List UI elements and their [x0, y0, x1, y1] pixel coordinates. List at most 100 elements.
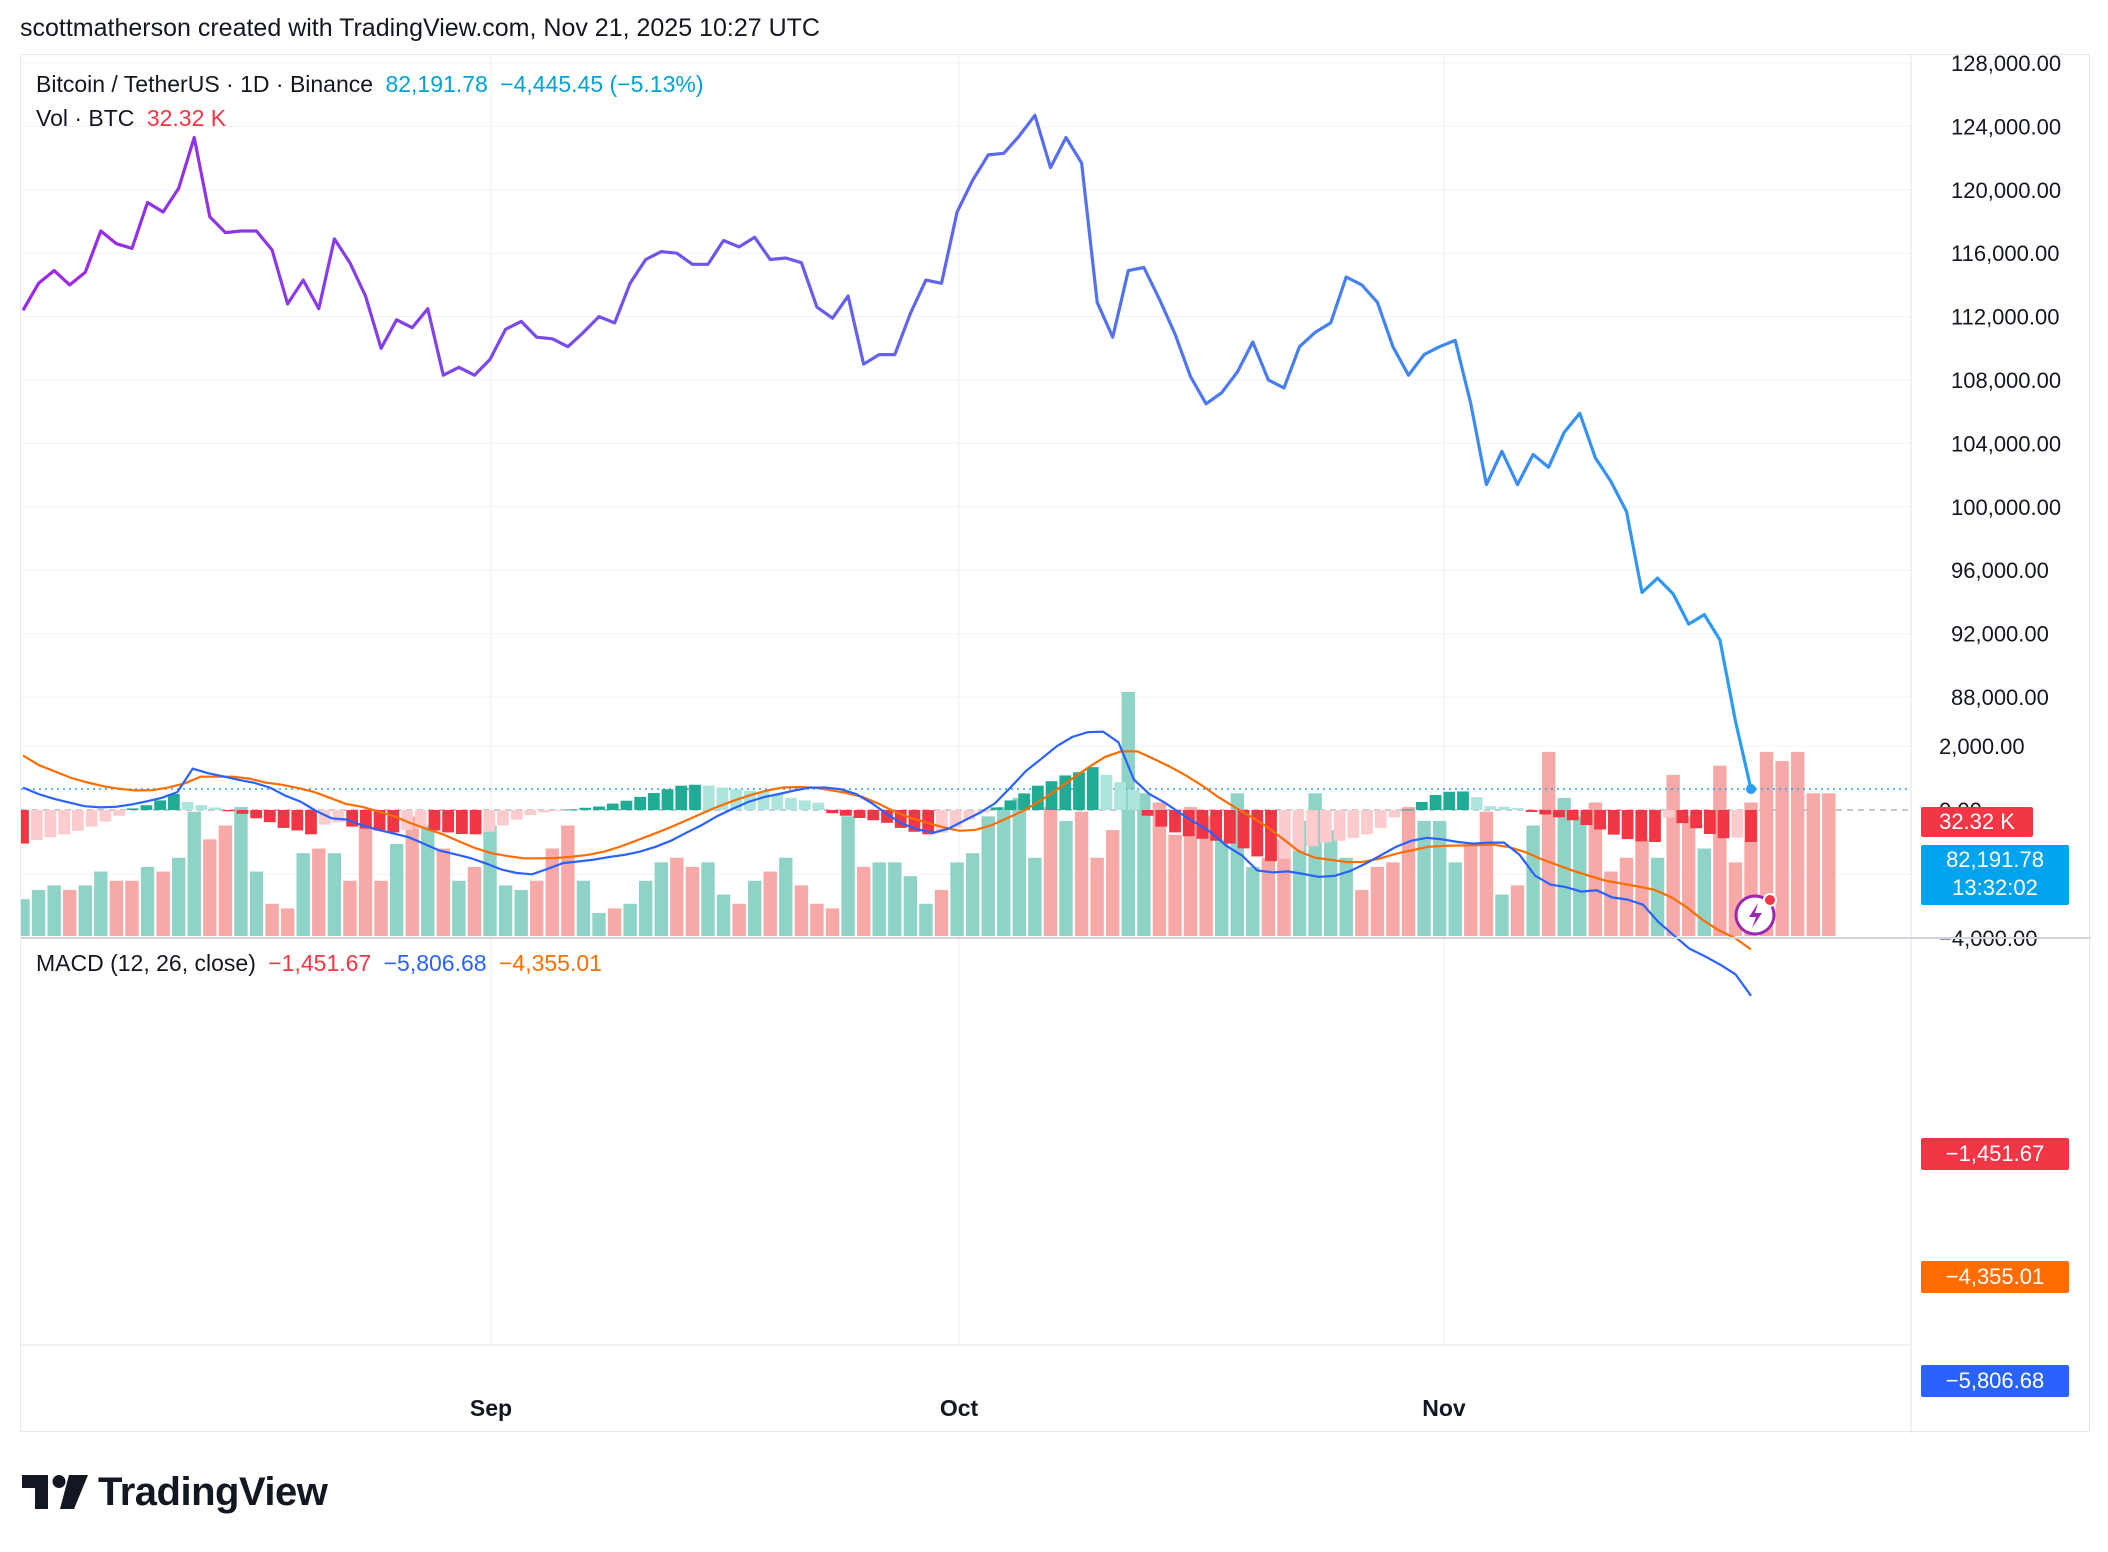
- macd-histogram-bar: [1635, 810, 1648, 842]
- chart-canvas[interactable]: 128,000.00 124,000.00 120,000.00 116,000.00…: [21, 55, 2091, 1433]
- volume-bar: [1479, 811, 1494, 936]
- volume-bar: [576, 880, 591, 936]
- macd-line-tag: −5,806.68: [1921, 1365, 2069, 1397]
- macd-histogram-bar: [1182, 810, 1195, 837]
- volume-bar: [31, 889, 46, 936]
- macd-histogram-bar: [1498, 806, 1511, 810]
- macd-histogram-bar: [1031, 785, 1044, 810]
- volume-price-tag: 32.32 K: [1921, 807, 2033, 837]
- macd-histogram-bar: [1196, 810, 1209, 839]
- macd-histogram-bar: [853, 810, 866, 818]
- macd-histogram-bar: [538, 810, 551, 813]
- volume-bar: [856, 866, 871, 936]
- macd-histogram-bar: [1388, 810, 1401, 818]
- volume-bar: [1386, 862, 1400, 936]
- macd-histogram-bar: [1361, 810, 1373, 835]
- volume-bar: [1759, 751, 1774, 936]
- last-price-tag: 82,191.78 13:32:02: [1921, 845, 2069, 905]
- symbol-name[interactable]: Bitcoin / TetherUS · 1D · Binance: [36, 71, 374, 97]
- volume-label[interactable]: Vol · BTC: [36, 105, 135, 131]
- macd-histogram-bar: [1429, 794, 1442, 810]
- macd-histogram-bar: [1443, 791, 1456, 810]
- macd-histogram-bar: [1525, 810, 1538, 812]
- macd-histogram-bar: [1333, 810, 1346, 841]
- volume-bar: [1215, 839, 1229, 936]
- volume-bar: [825, 908, 840, 936]
- macd-histogram-bar: [1402, 809, 1415, 811]
- macd-histogram-bar: [593, 806, 605, 810]
- chart-frame[interactable]: 128,000.00 124,000.00 120,000.00 116,000.00…: [20, 54, 2091, 1433]
- volume-bar: [1822, 793, 1836, 936]
- macd-histogram-bar: [1511, 808, 1524, 810]
- volume-bar: [701, 862, 715, 936]
- volume-bar: [716, 894, 731, 936]
- macd-histogram-bar: [154, 800, 167, 810]
- volume-legend: Vol · BTC 32.32 K: [36, 105, 232, 132]
- alert-icon[interactable]: [1734, 893, 1777, 936]
- volume-bar: [1028, 857, 1042, 936]
- volume-bar: [498, 885, 513, 936]
- volume-bar: [421, 825, 435, 936]
- macd-legend: MACD (12, 26, close) −1,451.67 −5,806.68…: [36, 950, 608, 977]
- volume-bar: [265, 903, 279, 936]
- macd-histogram-bar: [1745, 810, 1757, 842]
- volume-bar: [592, 912, 606, 936]
- macd-histogram-bar: [1114, 782, 1127, 810]
- volume-bar: [156, 871, 170, 936]
- macd-histogram-bar: [1319, 810, 1332, 843]
- volume-bar: [919, 903, 933, 936]
- macd-histogram-bar: [483, 810, 496, 832]
- volume-bar: [125, 880, 139, 936]
- tradingview-logo[interactable]: TradingView: [22, 1470, 328, 1514]
- macd-histogram-bar: [1457, 791, 1469, 810]
- price-series-line: [21, 113, 1753, 790]
- macd-histogram-bar: [263, 810, 276, 823]
- volume-bar: [140, 866, 155, 936]
- volume-bar: [1106, 830, 1120, 936]
- price-axis-tick: 92,000.00: [1951, 622, 2049, 647]
- macd-histogram-bar: [785, 797, 797, 810]
- macd-label[interactable]: MACD (12, 26, close): [36, 950, 256, 976]
- macd-histogram-bar: [716, 787, 729, 810]
- macd-histogram-bar: [318, 810, 331, 825]
- macd-histogram-bar: [565, 809, 578, 811]
- macd-histogram-bar: [469, 810, 482, 835]
- volume-bar: [1059, 820, 1073, 936]
- volume-bar: [405, 816, 419, 936]
- volume-bar: [1682, 816, 1696, 936]
- macd-histogram-bar: [195, 805, 208, 810]
- volume-bar: [639, 880, 653, 936]
- macd-histogram-bar: [1621, 810, 1634, 840]
- macd-histogram-bar: [1141, 810, 1154, 816]
- volume-bar: [1401, 807, 1416, 936]
- macd-histogram-bar: [839, 810, 852, 816]
- volume-bar: [1370, 866, 1385, 936]
- tradingview-logo-icon: [22, 1475, 88, 1509]
- macd-signal-value: −4,355.01: [498, 950, 602, 976]
- macd-hist-value: −1,451.67: [268, 950, 372, 976]
- volume-bar: [1541, 751, 1556, 936]
- volume-bar: [218, 825, 233, 936]
- macd-histogram-bar: [387, 810, 400, 833]
- volume-bar: [732, 903, 746, 936]
- macd-histogram-bar: [1278, 810, 1291, 859]
- volume-bar: [1588, 802, 1603, 936]
- volume-bar: [545, 848, 559, 936]
- macd-histogram-bar: [620, 800, 633, 810]
- price-axis-tick: 124,000.00: [1951, 114, 2061, 139]
- volume-bar: [1806, 793, 1820, 936]
- macd-histogram-bar: [867, 810, 880, 821]
- volume-bar: [1417, 820, 1431, 936]
- macd-histogram-bar: [1676, 810, 1689, 824]
- macd-histogram-bar: [757, 791, 770, 810]
- volume-bar: [389, 843, 404, 936]
- macd-histogram-bar: [1347, 810, 1360, 839]
- macd-histogram-bar: [291, 810, 304, 831]
- volume-bar: [670, 857, 684, 936]
- price-axis-tick: 116,000.00: [1951, 241, 2059, 266]
- volume-bar: [343, 880, 357, 936]
- macd-histogram-bar: [1100, 774, 1113, 810]
- price-axis-tick: 108,000.00: [1951, 368, 2061, 393]
- macd-histogram-bar: [209, 807, 221, 810]
- macd-histogram-bar: [305, 810, 317, 835]
